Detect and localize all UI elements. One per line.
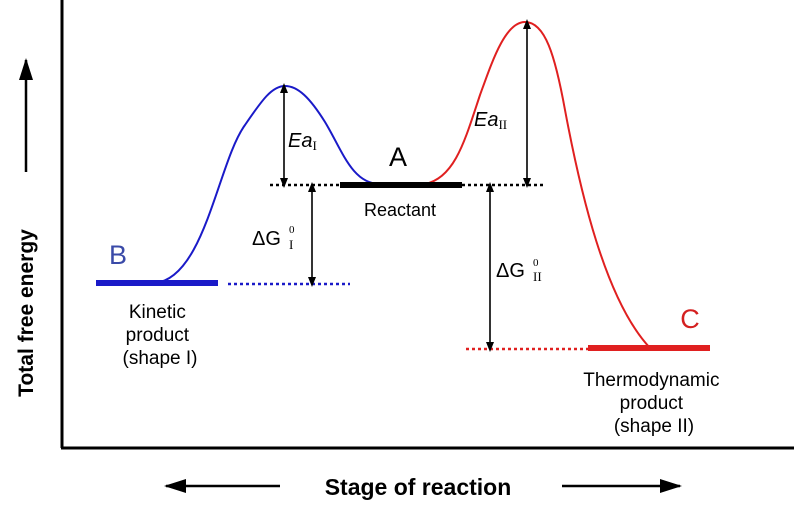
x-axis-label: Stage of reaction <box>325 474 512 500</box>
svg-text:I: I <box>289 237 293 252</box>
svg-text:ΔG: ΔG <box>252 228 281 250</box>
ea1-label: EaI <box>288 130 317 153</box>
thermo-product-label: Thermodynamic product (shape II) <box>583 370 725 437</box>
dg1-label: ΔG 0 I <box>252 224 295 252</box>
ea2-label: EaII <box>474 109 507 132</box>
svg-text:0: 0 <box>289 224 295 236</box>
state-letter-b: B <box>109 240 127 270</box>
svg-text:0: 0 <box>533 257 539 269</box>
dg2-label: ΔG 0 II <box>496 257 542 284</box>
thermodynamic-pathway-curve <box>424 20 651 349</box>
state-letter-c: C <box>680 304 700 334</box>
svg-text:ΔG: ΔG <box>496 260 525 282</box>
kinetic-pathway-curve <box>154 84 381 284</box>
state-letter-a: A <box>389 142 407 172</box>
kinetic-product-label: Kinetic product (shape I) <box>123 302 198 369</box>
reactant-label: Reactant <box>364 200 436 220</box>
svg-text:II: II <box>533 269 542 284</box>
y-axis-label: Total free energy <box>15 229 38 397</box>
